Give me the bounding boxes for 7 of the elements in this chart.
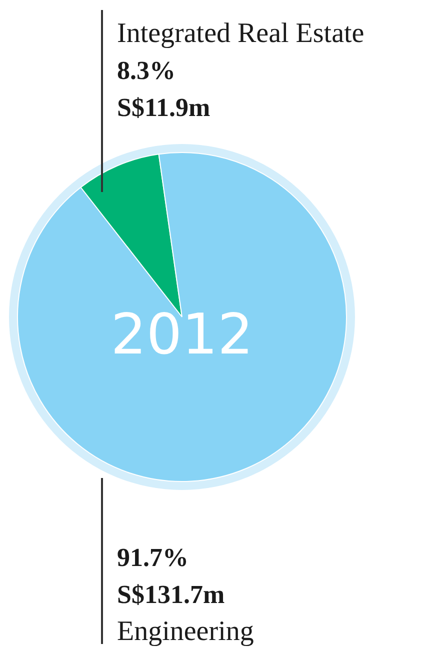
slice-label: Engineering — [117, 616, 254, 647]
slice-label: Integrated Real Estate — [117, 18, 364, 49]
text: S$131.7m — [117, 580, 225, 609]
text: S$11.9m — [117, 93, 211, 122]
data-label: 91.7% — [117, 543, 188, 572]
text: 2012 — [110, 302, 254, 368]
data-label: 8.3% — [117, 56, 176, 85]
